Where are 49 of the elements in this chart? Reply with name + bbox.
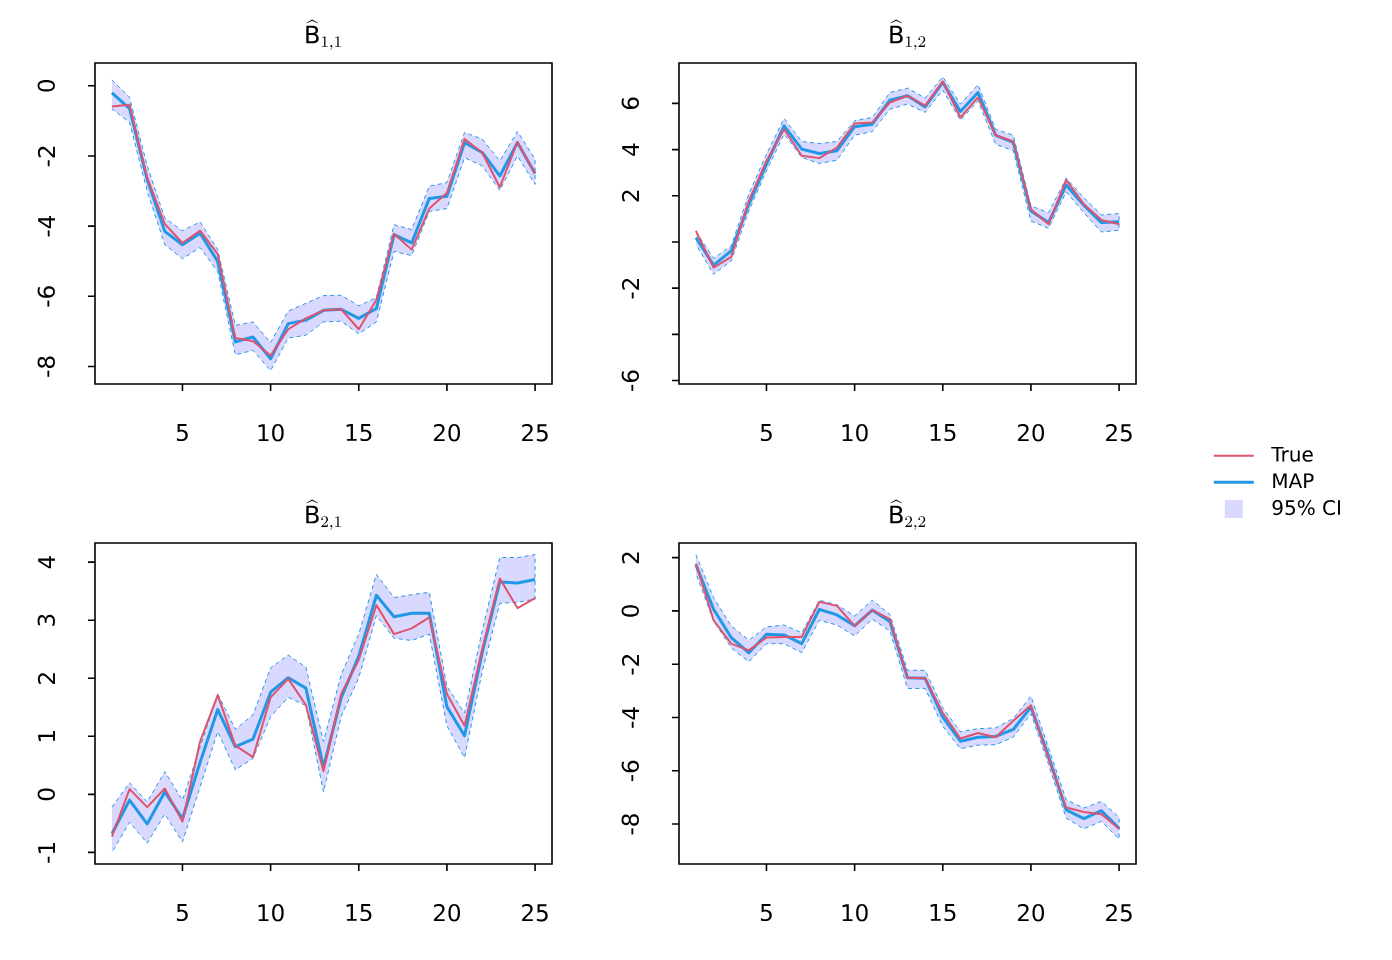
y-tick-label: 1: [38, 731, 55, 742]
y-tick-label: 4: [622, 143, 639, 156]
x-tick-label: 15: [930, 424, 956, 442]
x-tick-label: 25: [522, 424, 548, 442]
y-tick-label: -6: [621, 760, 639, 782]
x-tick-label: 5: [176, 904, 188, 922]
chart-title: $\widehat{\mathrm{B}}_{2,2}$: [890, 499, 926, 530]
y-tick-label: 0: [37, 80, 55, 92]
x-tick-label: 15: [346, 424, 372, 442]
chart-title: $\widehat{\mathrm{B}}_{2,1}$: [306, 499, 341, 530]
y-tick-label: 4: [38, 556, 55, 569]
chart-title: $\widehat{\mathrm{B}}_{1,1}$: [306, 19, 341, 50]
x-tick-label: 25: [1106, 904, 1132, 922]
x-tick-label: 20: [1017, 904, 1045, 922]
y-tick-label: -8: [621, 814, 639, 835]
y-tick-label: 6: [621, 97, 639, 110]
x-tick-label: 5: [760, 424, 772, 442]
x-tick-label: 10: [258, 904, 284, 922]
x-tick-label: 10: [842, 904, 868, 922]
y-tick-label: 2: [37, 673, 55, 684]
y-tick-label: 0: [37, 788, 55, 801]
y-tick-label: -8: [37, 356, 55, 377]
x-tick-label: 20: [433, 904, 461, 922]
legend-label: True: [1271, 446, 1313, 462]
x-tick-label: 25: [1106, 424, 1132, 442]
x-tick-label: 5: [760, 904, 772, 922]
y-tick-label: 2: [621, 552, 639, 564]
y-tick-label: -6: [621, 370, 639, 391]
x-tick-label: 20: [1017, 424, 1045, 442]
y-tick-label: -1: [38, 843, 55, 863]
x-tick-label: 20: [433, 424, 461, 442]
y-tick-label: -2: [621, 655, 639, 675]
y-tick-label: 3: [37, 614, 55, 626]
y-tick-label: -2: [621, 278, 639, 299]
x-tick-label: 5: [176, 424, 188, 442]
x-tick-label: 15: [346, 904, 372, 922]
y-tick-label: -4: [38, 215, 55, 237]
x-tick-label: 10: [842, 424, 868, 442]
x-tick-label: 15: [930, 904, 956, 922]
y-tick-label: -4: [622, 707, 639, 728]
legend-label: MAP: [1273, 473, 1314, 489]
y-tick-label: 2: [621, 190, 639, 202]
x-tick-label: 10: [258, 424, 284, 442]
chart-title: $\widehat{\mathrm{B}}_{1,2}$: [890, 19, 926, 50]
text: 95% CI: [1272, 500, 1340, 516]
y-tick-label: 0: [621, 605, 639, 617]
x-tick-label: 25: [522, 904, 548, 922]
y-tick-label: -2: [37, 146, 55, 167]
y-tick-label: -6: [37, 286, 55, 307]
